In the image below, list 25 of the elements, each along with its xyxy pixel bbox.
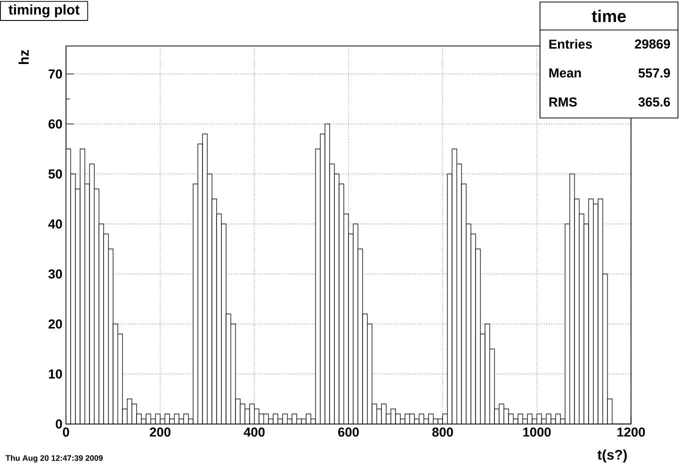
- y-axis-title: hz: [18, 50, 29, 64]
- y-tick-label: 10: [48, 369, 62, 379]
- text: time: [592, 10, 626, 22]
- y-tick-label: 70: [48, 69, 62, 79]
- y-tick-label: 0: [56, 419, 62, 429]
- y-tick-label: 60: [48, 119, 62, 129]
- annotation: RMS: [549, 97, 577, 107]
- annotation: Entries: [549, 39, 592, 49]
- annotation: Mean: [549, 68, 581, 78]
- x-tick-label: 0: [62, 428, 70, 437]
- x-tick-label: 600: [338, 428, 359, 437]
- x-tick-label: 800: [432, 428, 453, 437]
- chart-title: timing plot: [8, 4, 80, 18]
- x-tick-label: 400: [244, 428, 265, 437]
- x-axis-title: t(s?): [597, 450, 627, 462]
- text: 365.6: [638, 97, 670, 107]
- y-tick-label: 50: [48, 169, 62, 179]
- y-tick-label: 20: [48, 319, 62, 329]
- x-tick-label: 1200: [617, 428, 645, 437]
- x-tick-label: 1000: [523, 428, 551, 437]
- y-tick-label: 40: [48, 219, 62, 229]
- y-tick-label: 30: [48, 269, 62, 279]
- text: 557.9: [638, 68, 670, 78]
- text: 29869: [634, 39, 670, 49]
- x-tick-label: 200: [150, 428, 170, 437]
